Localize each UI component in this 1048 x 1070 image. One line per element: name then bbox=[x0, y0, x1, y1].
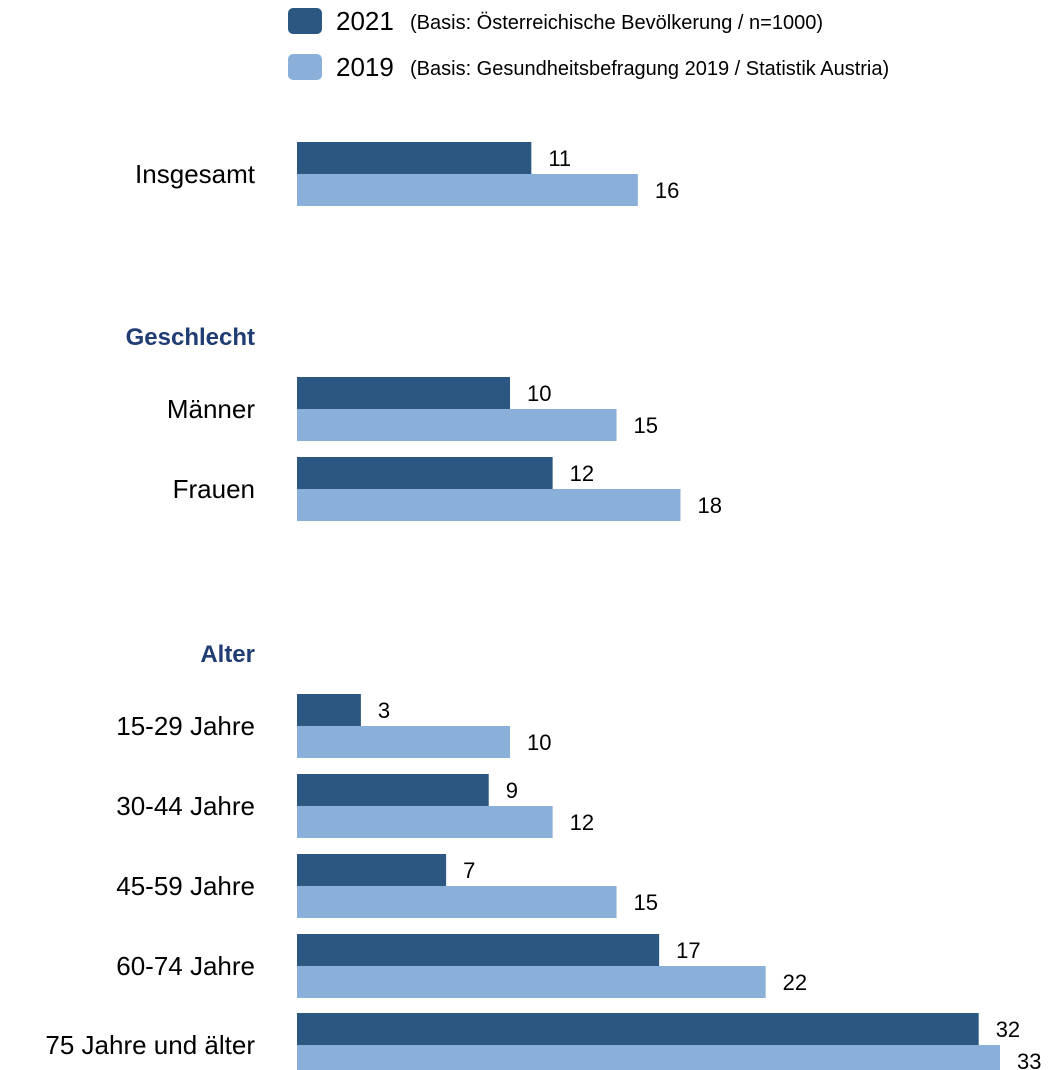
plot-area: Insgesamt 11 16 Geschlecht Männer 10 15 Frauen 1… bbox=[45, 142, 1041, 1070]
value-label-2019-60-74-jahre: 22 bbox=[783, 970, 807, 995]
legend-note-2021: (Basis: Österreichische Bevölkerung / n=… bbox=[410, 12, 823, 34]
bar-2019-45-59-jahre bbox=[297, 886, 617, 918]
value-label-2019-männer: 15 bbox=[634, 413, 658, 438]
category-label-15-29-jahre: 15-29 Jahre bbox=[116, 711, 255, 741]
category-label-30-44-jahre: 30-44 Jahre bbox=[116, 791, 255, 821]
value-label-2021-45-59-jahre: 7 bbox=[463, 858, 475, 883]
legend-label-2021: 2021 bbox=[336, 6, 394, 36]
bar-2019-insgesamt bbox=[297, 174, 638, 206]
category-label-männer: Männer bbox=[167, 394, 255, 424]
value-label-2021-männer: 10 bbox=[527, 381, 551, 406]
legend-note-2019: (Basis: Gesundheitsbefragung 2019 / Stat… bbox=[410, 58, 889, 80]
value-label-2019-45-59-jahre: 15 bbox=[634, 890, 658, 915]
category-label-75-jahre-und-älter: 75 Jahre und älter bbox=[45, 1030, 255, 1060]
value-label-2019-75-jahre-und-älter: 33 bbox=[1017, 1049, 1041, 1070]
bar-2019-75-jahre-und-älter bbox=[297, 1045, 1000, 1070]
value-label-2021-frauen: 12 bbox=[570, 461, 594, 486]
value-label-2021-60-74-jahre: 17 bbox=[676, 938, 700, 963]
value-label-2019-insgesamt: 16 bbox=[655, 178, 679, 203]
bar-2019-männer bbox=[297, 409, 617, 441]
legend-swatch-2019 bbox=[288, 54, 322, 80]
value-label-2019-frauen: 18 bbox=[697, 493, 721, 518]
value-label-2021-30-44-jahre: 9 bbox=[506, 778, 518, 803]
bar-2019-30-44-jahre bbox=[297, 806, 553, 838]
value-label-2021-insgesamt: 11 bbox=[548, 146, 571, 171]
bar-2019-frauen bbox=[297, 489, 681, 521]
legend-swatch-2021 bbox=[288, 8, 322, 34]
bar-2021-frauen bbox=[297, 457, 553, 489]
category-label-insgesamt: Insgesamt bbox=[135, 159, 256, 189]
bar-2021-30-44-jahre bbox=[297, 774, 489, 806]
bar-2021-45-59-jahre bbox=[297, 854, 447, 886]
bar-2021-15-29-jahre bbox=[297, 694, 361, 726]
bar-2021-männer bbox=[297, 377, 511, 409]
legend: 2021 (Basis: Österreichische Bevölkerung … bbox=[288, 6, 889, 82]
value-label-2021-15-29-jahre: 3 bbox=[378, 698, 390, 723]
value-label-2019-30-44-jahre: 12 bbox=[570, 810, 594, 835]
category-label-frauen: Frauen bbox=[173, 474, 255, 504]
value-label-2019-15-29-jahre: 10 bbox=[527, 730, 551, 755]
bar-2021-60-74-jahre bbox=[297, 934, 660, 966]
bar-2019-15-29-jahre bbox=[297, 726, 511, 758]
group-label-geschlecht: Geschlecht bbox=[126, 324, 255, 351]
category-label-60-74-jahre: 60-74 Jahre bbox=[116, 951, 255, 981]
legend-label-2019: 2019 bbox=[336, 52, 394, 82]
value-label-2021-75-jahre-und-älter: 32 bbox=[996, 1017, 1020, 1042]
group-label-alter: Alter bbox=[200, 641, 255, 668]
category-label-45-59-jahre: 45-59 Jahre bbox=[116, 871, 255, 901]
bar-2021-75-jahre-und-älter bbox=[297, 1013, 979, 1045]
bar-2019-60-74-jahre bbox=[297, 966, 766, 998]
bar-2021-insgesamt bbox=[297, 142, 532, 174]
